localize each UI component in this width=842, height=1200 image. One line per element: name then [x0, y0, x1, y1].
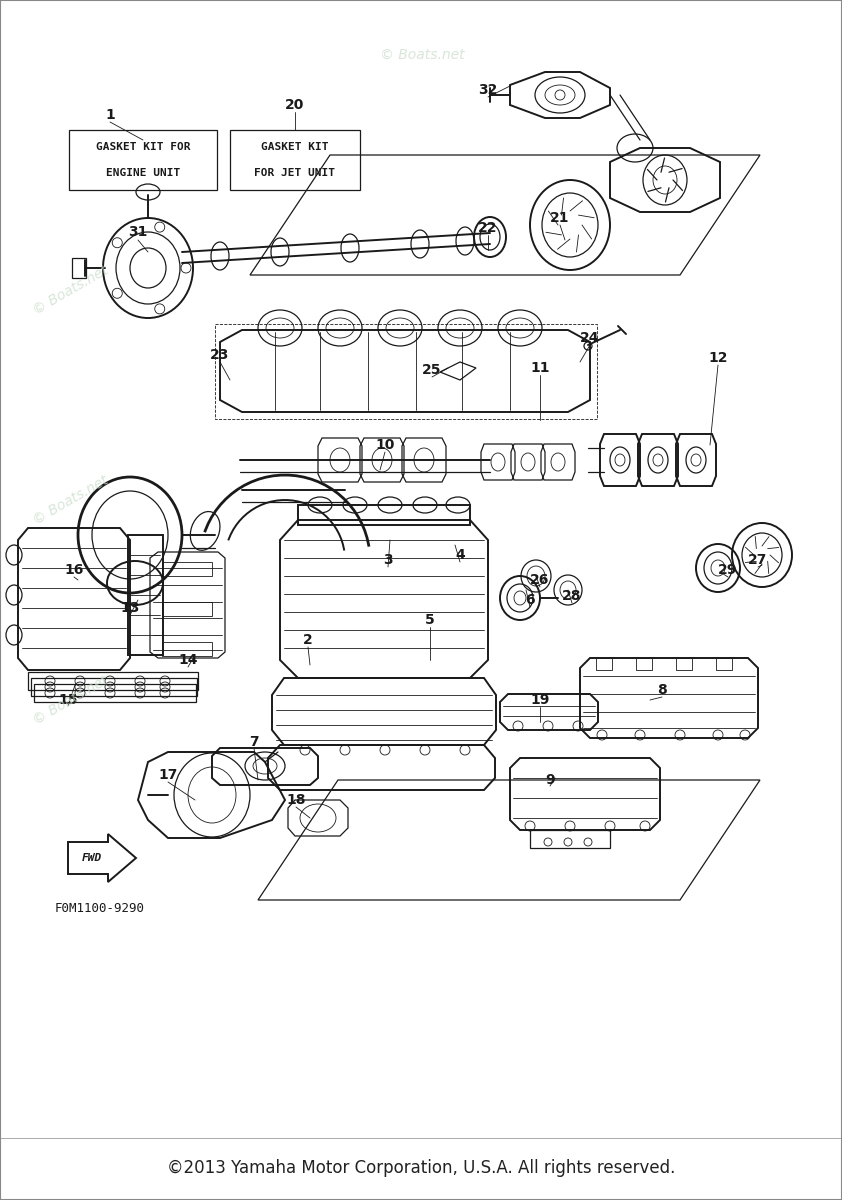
Text: 16: 16 [64, 563, 83, 577]
Polygon shape [68, 834, 136, 882]
Text: GASKET KIT FOR: GASKET KIT FOR [96, 142, 190, 152]
Text: 32: 32 [478, 83, 498, 97]
Text: © Boats.net: © Boats.net [380, 48, 465, 62]
Text: 25: 25 [422, 362, 442, 377]
Text: 3: 3 [383, 553, 393, 566]
Text: 1: 1 [105, 108, 115, 122]
Text: 12: 12 [708, 350, 727, 365]
Text: 29: 29 [718, 563, 738, 577]
Text: 7: 7 [249, 734, 258, 749]
Text: 5: 5 [425, 613, 434, 626]
Text: 4: 4 [456, 548, 465, 562]
Text: 2: 2 [303, 634, 313, 647]
Text: F0M1100-9290: F0M1100-9290 [55, 901, 145, 914]
Text: © Boats.net: © Boats.net [30, 473, 110, 527]
Text: 27: 27 [749, 553, 768, 566]
Text: 9: 9 [545, 773, 555, 787]
Text: 28: 28 [562, 589, 582, 602]
Text: 13: 13 [120, 601, 140, 614]
Text: 6: 6 [525, 593, 535, 607]
Text: 15: 15 [58, 692, 77, 707]
Text: 18: 18 [286, 793, 306, 806]
Text: FOR JET UNIT: FOR JET UNIT [254, 168, 335, 178]
Text: 8: 8 [657, 683, 667, 697]
Text: 31: 31 [128, 226, 147, 239]
Text: 14: 14 [179, 653, 198, 667]
Text: 20: 20 [285, 98, 305, 112]
Text: 10: 10 [376, 438, 395, 452]
Text: 22: 22 [478, 221, 498, 235]
Text: GASKET KIT: GASKET KIT [261, 142, 328, 152]
Text: © Boats.net: © Boats.net [30, 263, 110, 317]
Text: 19: 19 [530, 692, 550, 707]
Text: 23: 23 [210, 348, 230, 362]
Text: ©2013 Yamaha Motor Corporation, U.S.A. All rights reserved.: ©2013 Yamaha Motor Corporation, U.S.A. A… [167, 1159, 675, 1177]
Text: 24: 24 [580, 331, 600, 346]
Text: 26: 26 [530, 572, 550, 587]
Text: 21: 21 [551, 211, 570, 226]
Text: 17: 17 [158, 768, 178, 782]
Text: FWD: FWD [82, 853, 102, 863]
Text: ENGINE UNIT: ENGINE UNIT [106, 168, 180, 178]
Text: © Boats.net: © Boats.net [30, 673, 110, 727]
Text: 11: 11 [530, 361, 550, 374]
